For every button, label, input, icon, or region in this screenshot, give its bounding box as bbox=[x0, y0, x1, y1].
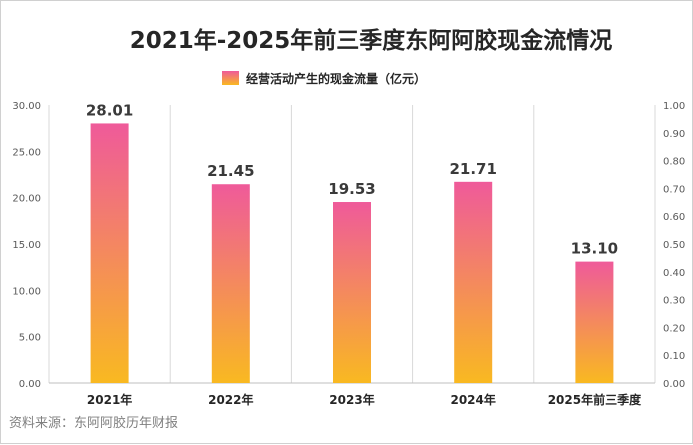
value-label: 21.71 bbox=[449, 160, 496, 178]
y2-tick-label: 0.00 bbox=[663, 379, 685, 390]
bar bbox=[90, 123, 129, 383]
source-note: 资料来源：东阿阿胶历年财报 bbox=[9, 416, 179, 431]
value-label: 28.01 bbox=[86, 101, 133, 119]
chart-title: 2021年-2025年前三季度东阿阿胶现金流情况 bbox=[130, 27, 613, 54]
x-tick-label: 2021年 bbox=[87, 392, 132, 407]
y2-tick-label: 0.40 bbox=[663, 268, 685, 279]
value-label: 19.53 bbox=[328, 180, 375, 198]
y2-tick-label: 0.20 bbox=[663, 323, 685, 334]
legend-swatch bbox=[222, 71, 239, 85]
bar bbox=[575, 261, 614, 383]
y-tick-label: 5.00 bbox=[19, 333, 41, 344]
x-tick-label: 2022年 bbox=[208, 392, 253, 407]
plot-area: 0.00 5.00 10.00 15.00 20.00 25.00 30.00 0.00 0.1… bbox=[12, 101, 685, 407]
y2-tick-label: 0.80 bbox=[663, 157, 685, 168]
bar bbox=[211, 184, 250, 383]
bar bbox=[454, 181, 493, 383]
y2-tick-label: 0.30 bbox=[663, 296, 685, 307]
y2-tick-label: 0.50 bbox=[663, 240, 685, 251]
y2-tick-label: 0.90 bbox=[663, 129, 685, 140]
y-tick-label: 10.00 bbox=[12, 286, 41, 297]
x-tick-label: 2023年 bbox=[329, 392, 374, 407]
legend-label: 经营活动产生的现金流量（亿元） bbox=[246, 71, 426, 86]
y-tick-label: 0.00 bbox=[19, 379, 41, 390]
y2-tick-label: 0.60 bbox=[663, 212, 685, 223]
x-tick-label: 2025年前三季度 bbox=[548, 392, 642, 407]
y2-tick-label: 1.00 bbox=[663, 101, 685, 112]
bar bbox=[333, 202, 371, 383]
y-tick-label: 25.00 bbox=[12, 147, 41, 158]
y-tick-label: 20.00 bbox=[12, 194, 41, 205]
value-label: 13.10 bbox=[571, 240, 618, 258]
y2-tick-label: 0.10 bbox=[663, 351, 685, 362]
y2-tick-label: 0.70 bbox=[663, 184, 685, 195]
y-tick-label: 30.00 bbox=[12, 101, 41, 112]
value-label: 21.45 bbox=[207, 162, 254, 180]
x-tick-label: 2024年 bbox=[450, 392, 495, 407]
y-tick-label: 15.00 bbox=[12, 240, 41, 251]
